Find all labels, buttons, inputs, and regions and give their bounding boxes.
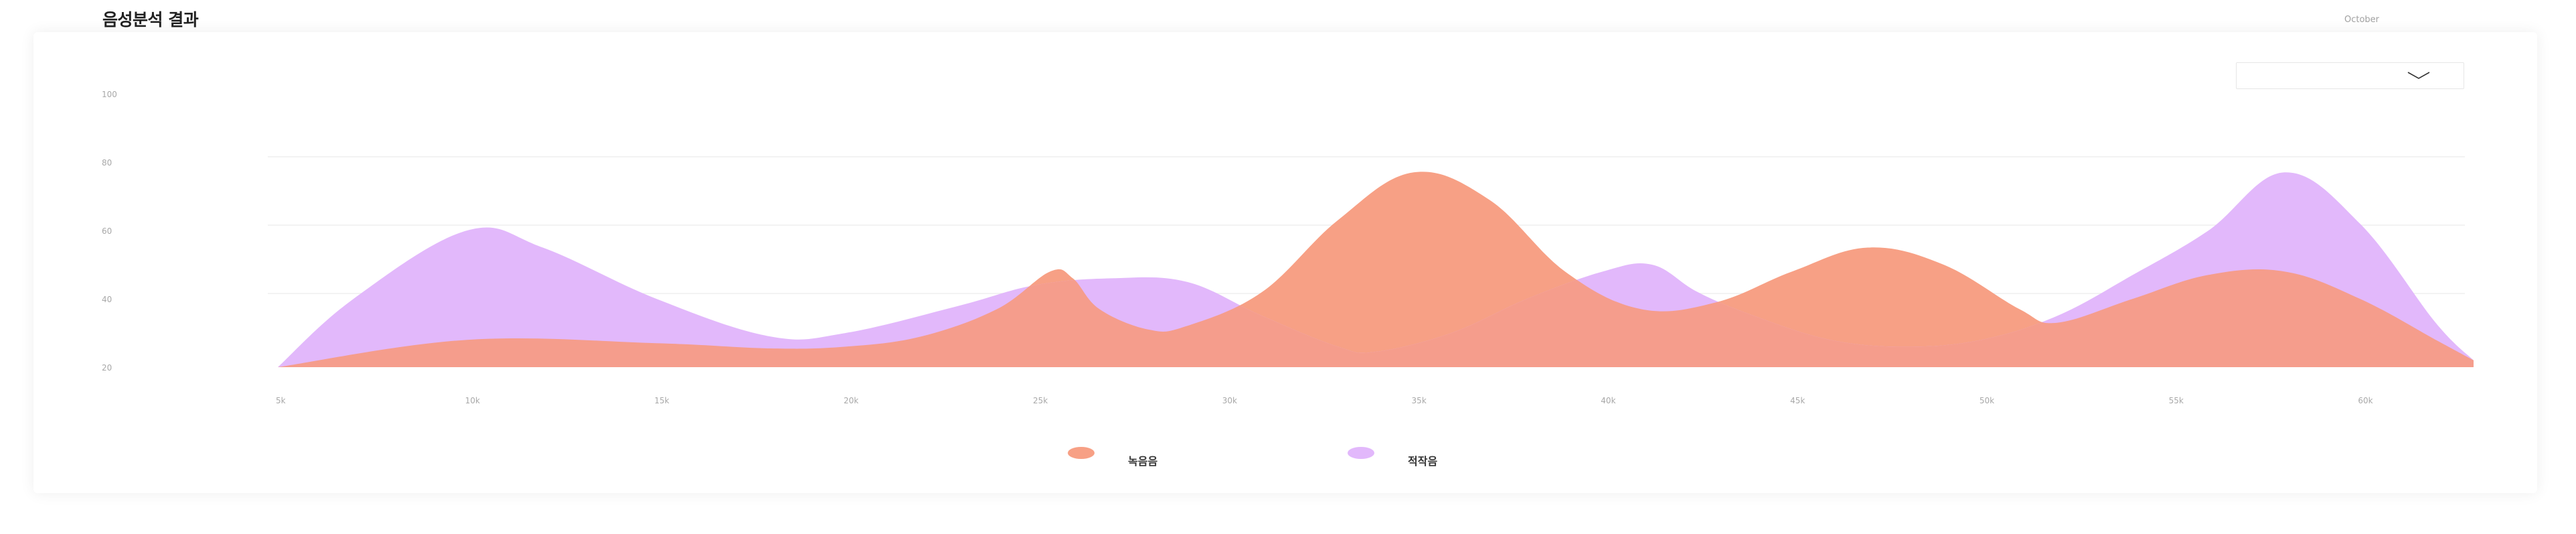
x-tick-label: 35k [1412, 396, 1427, 405]
x-axis-ticks: 5k 10k 15k 20k 25k 30k 35k 40k 45k 50k 55k 60k [276, 396, 2373, 405]
page-title: 음성분석 결과 [102, 10, 199, 29]
x-tick-label: 25k [1033, 396, 1048, 405]
x-tick-label: 5k [276, 396, 286, 405]
x-tick-label: 60k [2358, 396, 2372, 405]
month-label: October [2344, 15, 2380, 25]
x-tick-label: 45k [1790, 396, 1805, 405]
y-tick-label: 60 [102, 226, 112, 236]
x-tick-label: 15k [655, 396, 669, 405]
x-tick-label: 40k [1601, 396, 1615, 405]
x-tick-label: 55k [2169, 396, 2184, 405]
series-area-1 [278, 172, 2474, 367]
x-tick-label: 50k [1980, 396, 1994, 405]
legend: 녹음음 적작음 [1068, 447, 1437, 468]
y-tick-label: 20 [102, 363, 112, 373]
legend-swatch-1 [1068, 447, 1095, 459]
y-axis-ticks: 20 40 60 80 100 [102, 90, 117, 373]
series-select-dropdown[interactable] [2236, 62, 2464, 89]
chevron-down-icon[interactable] [2407, 71, 2430, 80]
y-tick-label: 40 [102, 295, 112, 304]
y-tick-label: 100 [102, 90, 117, 99]
x-tick-label: 20k [843, 396, 858, 405]
x-tick-label: 30k [1222, 396, 1237, 405]
legend-swatch-2 [1348, 447, 1374, 459]
legend-label-1: 녹음음 [1128, 455, 1157, 468]
legend-label-2: 적작음 [1408, 455, 1437, 468]
x-tick-label: 10k [465, 396, 480, 405]
y-tick-label: 80 [102, 158, 112, 168]
series-areas [278, 172, 2474, 367]
